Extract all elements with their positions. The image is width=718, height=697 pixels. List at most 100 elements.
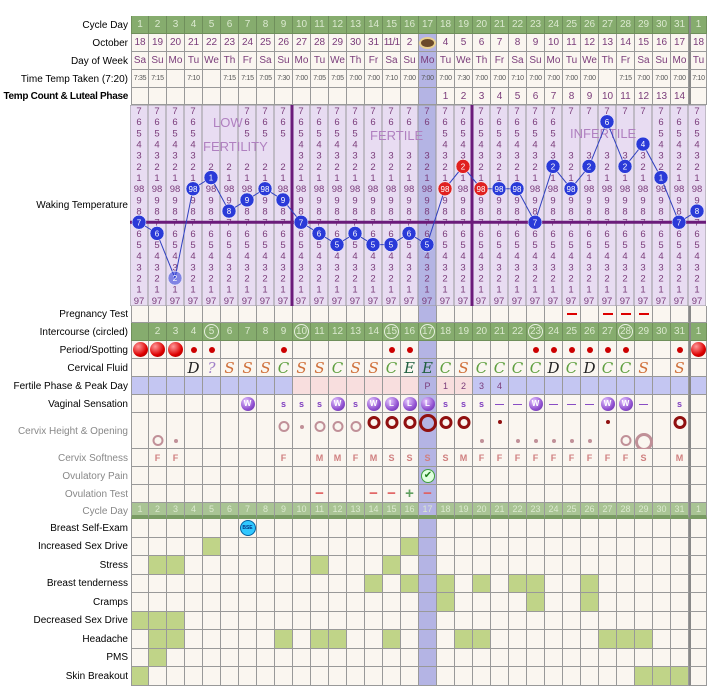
day-cell[interactable] xyxy=(167,306,185,323)
day-cell[interactable] xyxy=(221,306,239,323)
day-cell[interactable] xyxy=(599,667,617,686)
day-cell[interactable] xyxy=(491,467,509,485)
day-cell[interactable]: 31 xyxy=(671,323,689,341)
day-cell[interactable] xyxy=(617,377,635,395)
day-cell[interactable] xyxy=(689,359,707,377)
day-cell[interactable] xyxy=(131,648,149,667)
day-cell[interactable] xyxy=(527,341,545,359)
day-cell[interactable] xyxy=(365,667,383,686)
day-cell[interactable] xyxy=(203,449,221,467)
day-cell[interactable] xyxy=(167,70,185,88)
day-cell[interactable] xyxy=(653,519,671,538)
day-cell[interactable] xyxy=(149,556,167,575)
day-cell[interactable]: 7:10 xyxy=(689,70,707,88)
day-cell[interactable]: 7:00 xyxy=(293,70,311,88)
day-cell[interactable] xyxy=(293,593,311,612)
day-cell[interactable] xyxy=(149,341,167,359)
day-cell[interactable]: S xyxy=(347,359,365,377)
day-cell[interactable] xyxy=(653,667,671,686)
day-cell[interactable]: BSE xyxy=(239,519,257,538)
day-cell[interactable] xyxy=(437,611,455,630)
day-cell[interactable]: C xyxy=(383,359,401,377)
day-cell[interactable] xyxy=(347,630,365,649)
day-cell[interactable]: M xyxy=(311,449,329,467)
day-cell[interactable] xyxy=(329,611,347,630)
day-cell[interactable] xyxy=(527,537,545,556)
day-cell[interactable] xyxy=(653,485,671,503)
day-cell[interactable] xyxy=(419,341,437,359)
day-cell[interactable] xyxy=(365,648,383,667)
day-cell[interactable] xyxy=(365,611,383,630)
day-cell[interactable] xyxy=(221,574,239,593)
day-cell[interactable]: 18 xyxy=(437,323,455,341)
day-cell[interactable] xyxy=(581,574,599,593)
day-cell[interactable] xyxy=(167,611,185,630)
day-cell[interactable] xyxy=(383,519,401,538)
day-cell[interactable] xyxy=(275,630,293,649)
day-cell[interactable] xyxy=(653,341,671,359)
day-cell[interactable] xyxy=(311,593,329,612)
day-cell[interactable] xyxy=(311,667,329,686)
day-cell[interactable] xyxy=(563,413,581,449)
day-cell[interactable] xyxy=(653,556,671,575)
day-cell[interactable] xyxy=(383,556,401,575)
day-cell[interactable] xyxy=(347,648,365,667)
day-cell[interactable] xyxy=(437,341,455,359)
day-cell[interactable]: D xyxy=(185,359,203,377)
day-cell[interactable]: 16 xyxy=(401,323,419,341)
day-cell[interactable] xyxy=(257,467,275,485)
day-cell[interactable]: s xyxy=(347,395,365,413)
day-cell[interactable] xyxy=(455,593,473,612)
day-cell[interactable] xyxy=(275,667,293,686)
day-cell[interactable] xyxy=(131,467,149,485)
day-cell[interactable]: C xyxy=(509,359,527,377)
day-cell[interactable] xyxy=(599,341,617,359)
day-cell[interactable] xyxy=(185,413,203,449)
day-cell[interactable] xyxy=(653,611,671,630)
day-cell[interactable] xyxy=(599,467,617,485)
day-cell[interactable] xyxy=(689,648,707,667)
day-cell[interactable] xyxy=(455,306,473,323)
day-cell[interactable]: C xyxy=(275,359,293,377)
day-cell[interactable] xyxy=(671,537,689,556)
day-cell[interactable] xyxy=(221,611,239,630)
day-cell[interactable] xyxy=(347,556,365,575)
day-cell[interactable] xyxy=(599,485,617,503)
day-cell[interactable] xyxy=(347,341,365,359)
day-cell[interactable] xyxy=(185,556,203,575)
day-cell[interactable] xyxy=(185,667,203,686)
day-cell[interactable] xyxy=(131,556,149,575)
day-cell[interactable]: S xyxy=(239,359,257,377)
day-cell[interactable]: D xyxy=(545,359,563,377)
day-cell[interactable]: L xyxy=(401,395,419,413)
day-cell[interactable] xyxy=(221,648,239,667)
day-cell[interactable] xyxy=(311,377,329,395)
day-cell[interactable] xyxy=(221,413,239,449)
day-cell[interactable] xyxy=(383,574,401,593)
day-cell[interactable]: 7:15 xyxy=(221,70,239,88)
day-cell[interactable] xyxy=(617,667,635,686)
day-cell[interactable] xyxy=(203,593,221,612)
day-cell[interactable] xyxy=(167,359,185,377)
day-cell[interactable] xyxy=(275,611,293,630)
day-cell[interactable] xyxy=(239,537,257,556)
day-cell[interactable]: 7:00 xyxy=(401,70,419,88)
day-cell[interactable] xyxy=(257,537,275,556)
day-cell[interactable] xyxy=(437,467,455,485)
day-cell[interactable] xyxy=(527,648,545,667)
day-cell[interactable] xyxy=(581,306,599,323)
day-cell[interactable] xyxy=(329,648,347,667)
day-cell[interactable] xyxy=(617,485,635,503)
day-cell[interactable]: S xyxy=(635,359,653,377)
day-cell[interactable] xyxy=(257,574,275,593)
day-cell[interactable]: 15 xyxy=(383,323,401,341)
day-cell[interactable] xyxy=(257,556,275,575)
day-cell[interactable]: 17 xyxy=(419,323,437,341)
day-cell[interactable]: 7:00 xyxy=(653,70,671,88)
day-cell[interactable] xyxy=(689,377,707,395)
day-cell[interactable]: 7:00 xyxy=(491,70,509,88)
day-cell[interactable] xyxy=(347,306,365,323)
day-cell[interactable]: F xyxy=(527,449,545,467)
day-cell[interactable] xyxy=(671,306,689,323)
day-cell[interactable] xyxy=(617,630,635,649)
